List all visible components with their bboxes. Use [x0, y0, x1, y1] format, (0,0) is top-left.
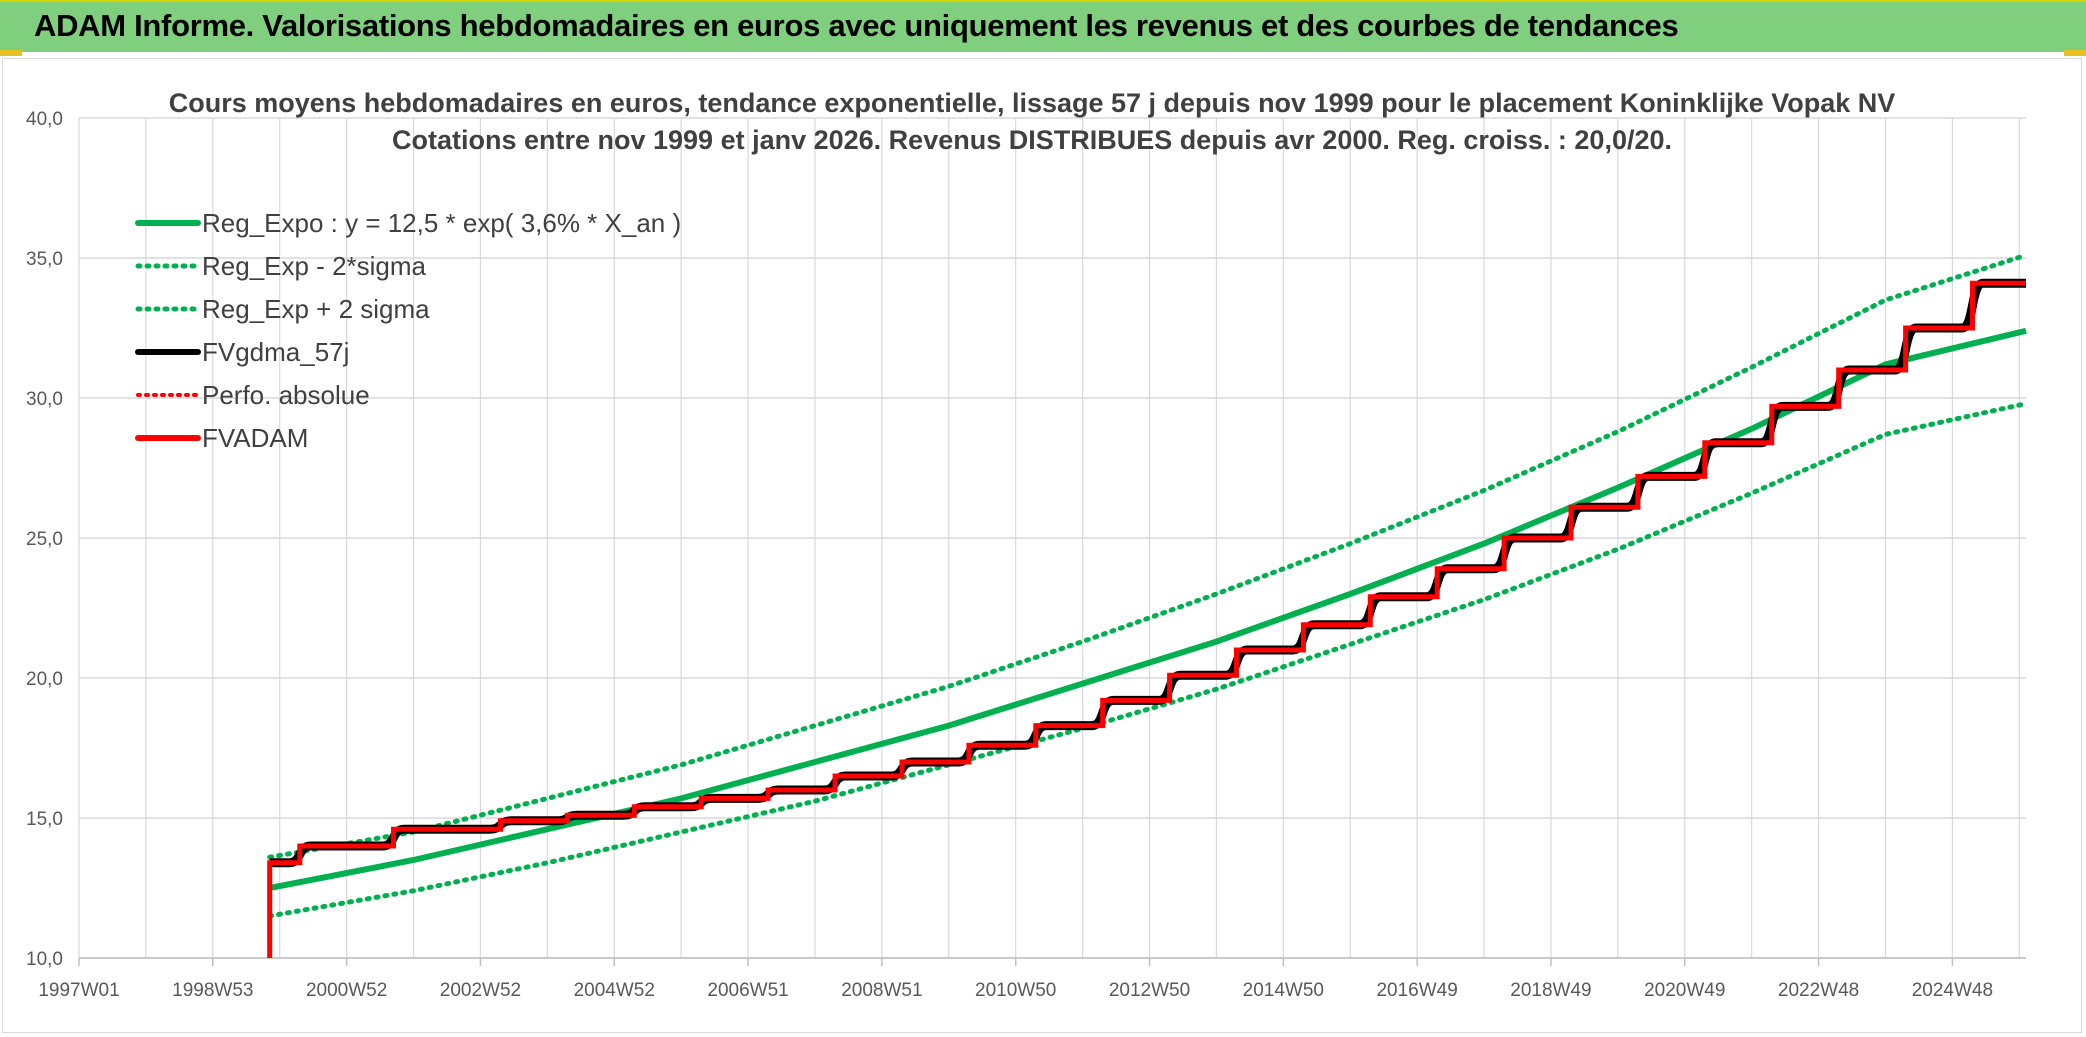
- y-tick-label: 30,0: [26, 389, 63, 410]
- y-tick-label: 10,0: [26, 949, 63, 970]
- series-reg-expo: [269, 327, 2027, 891]
- x-tick-label: 2020W49: [1644, 980, 1725, 1001]
- legend-label: Reg_Exp + 2 sigma: [202, 294, 430, 324]
- x-tick-label: 2000W52: [306, 980, 387, 1001]
- series-fvadam: [267, 280, 2026, 958]
- chart-title: Cours moyens hebdomadaires en euros, ten…: [169, 88, 1896, 155]
- legend-label: Reg_Exp - 2*sigma: [202, 251, 427, 281]
- legend-label: FVADAM: [202, 423, 308, 453]
- y-tick-label: 15,0: [26, 809, 63, 830]
- x-tick-label: 2024W48: [1912, 980, 1993, 1001]
- chart-frame: [2, 58, 2082, 1033]
- report-title: ADAM Informe. Valorisations hebdomadaire…: [34, 8, 1679, 43]
- chart-title-line: Cotations entre nov 1999 et janv 2026. R…: [392, 125, 1672, 155]
- series-fvgdma-57j: [269, 278, 2026, 868]
- x-tick-label: 2008W51: [841, 980, 922, 1001]
- x-tick-label: 1998W53: [172, 980, 253, 1001]
- x-tick-label: 2012W50: [1109, 980, 1190, 1001]
- corner-accent-right: [2064, 50, 2086, 56]
- legend-label: Perfo. absolue: [202, 380, 370, 410]
- x-tick-label: 2022W48: [1778, 980, 1859, 1001]
- legend: Reg_Expo : y = 12,5 * exp( 3,6% * X_an )…: [135, 208, 681, 453]
- y-tick-label: 35,0: [26, 249, 63, 270]
- y-tick-label: 40,0: [26, 109, 63, 130]
- series-reg-exp-minus-2sigma: [267, 401, 2029, 919]
- x-tick-label: 2014W50: [1243, 980, 1324, 1001]
- gridlines: [78, 117, 2026, 959]
- x-tick-label: 2004W52: [574, 980, 655, 1001]
- x-tick-label: 1997W01: [38, 980, 119, 1001]
- x-tick-label: 2006W51: [707, 980, 788, 1001]
- corner-accent-left: [0, 50, 22, 56]
- x-tick-label: 2018W49: [1510, 980, 1591, 1001]
- axes: 10,0 15,0 20,0 25,0 30,0 35,0 40,0 1997W01 1998W…: [26, 109, 2026, 1001]
- chart-title-line: Cours moyens hebdomadaires en euros, ten…: [169, 88, 1896, 118]
- report-banner: ADAM Informe. Valorisations hebdomadaire…: [0, 0, 2086, 52]
- x-tick-label: 2010W50: [975, 980, 1056, 1001]
- legend-label: Reg_Expo : y = 12,5 * exp( 3,6% * X_an ): [202, 208, 681, 238]
- y-tick-label: 20,0: [26, 669, 63, 690]
- y-tick-label: 25,0: [26, 529, 63, 550]
- x-tick-label: 2016W49: [1376, 980, 1457, 1001]
- legend-label: FVgdma_57j: [202, 337, 349, 367]
- series-lines: [267, 252, 2029, 958]
- series-reg-exp-plus-2sigma: [267, 252, 2029, 860]
- x-tick-label: 2002W52: [440, 980, 521, 1001]
